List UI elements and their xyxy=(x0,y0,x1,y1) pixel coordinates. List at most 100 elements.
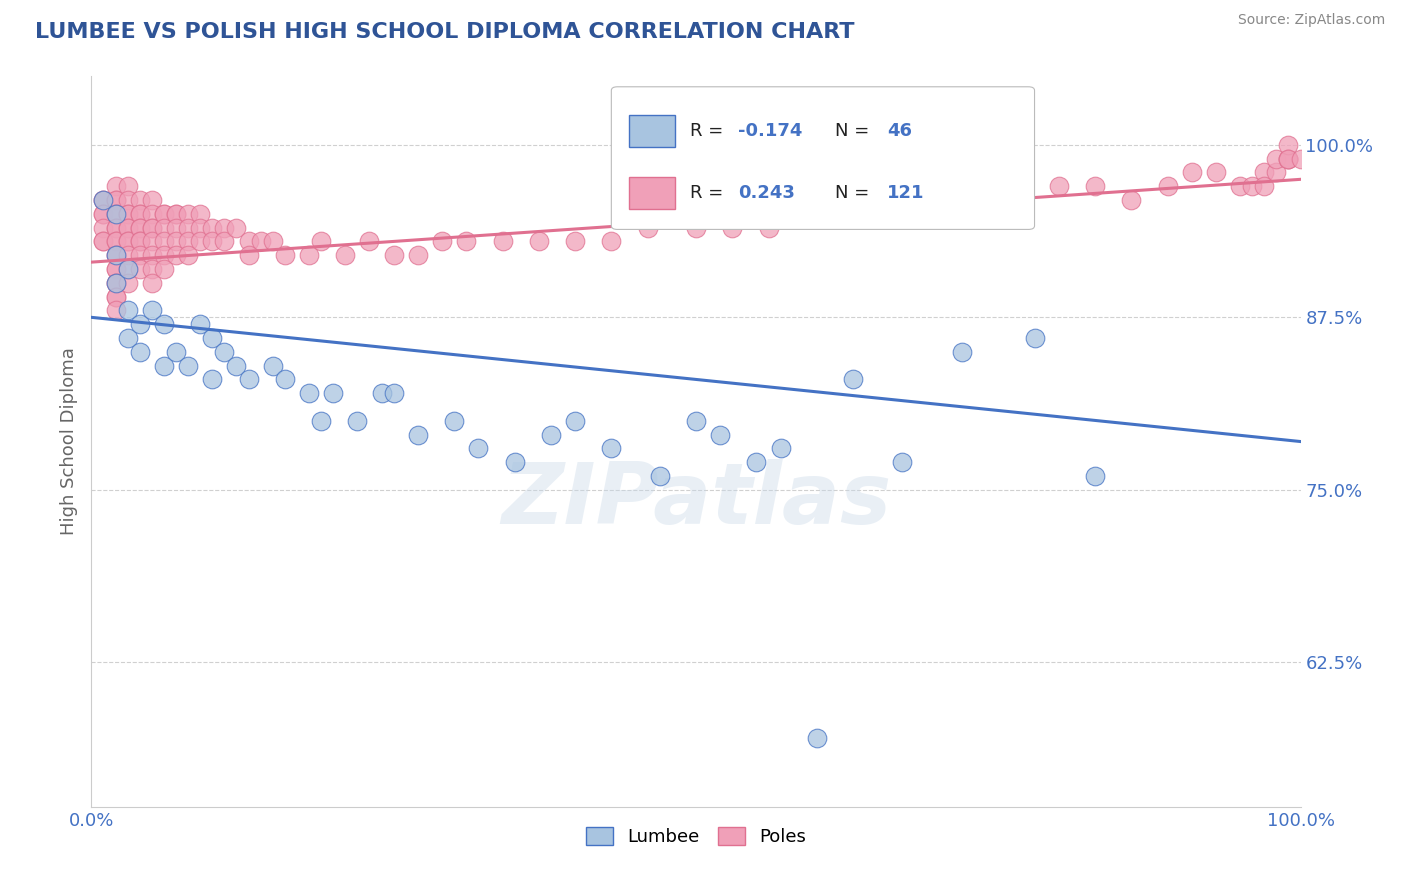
Point xyxy=(128,220,150,235)
Point xyxy=(1253,165,1275,179)
Bar xyxy=(630,177,675,209)
Point xyxy=(974,207,997,221)
Point xyxy=(141,235,163,249)
Point xyxy=(117,193,139,207)
Point xyxy=(1181,165,1204,179)
Text: N =: N = xyxy=(835,184,875,202)
Point xyxy=(93,235,115,249)
Point xyxy=(769,442,792,456)
Point xyxy=(104,235,127,249)
Point xyxy=(104,262,127,277)
Text: ZIPatlas: ZIPatlas xyxy=(501,458,891,541)
Point xyxy=(903,207,925,221)
Point xyxy=(359,235,381,249)
Point xyxy=(1205,165,1227,179)
Point xyxy=(890,455,912,469)
Point xyxy=(201,235,224,249)
Point xyxy=(274,372,297,386)
Point xyxy=(117,303,139,318)
Point xyxy=(153,220,176,235)
Point xyxy=(117,235,139,249)
Point xyxy=(104,262,127,277)
Point xyxy=(214,220,236,235)
Point xyxy=(225,220,247,235)
Point xyxy=(117,235,139,249)
Point xyxy=(1265,152,1288,166)
Text: 121: 121 xyxy=(887,184,925,202)
Point xyxy=(201,220,224,235)
Point xyxy=(262,235,284,249)
Point xyxy=(1241,179,1264,194)
FancyBboxPatch shape xyxy=(612,87,1035,229)
Point xyxy=(214,235,236,249)
Point xyxy=(322,386,344,401)
Point xyxy=(1277,137,1299,152)
Text: 46: 46 xyxy=(887,121,912,140)
Point xyxy=(298,386,321,401)
Point xyxy=(141,220,163,235)
Point xyxy=(104,235,127,249)
Point xyxy=(104,276,127,290)
Point xyxy=(117,262,139,277)
Point xyxy=(600,442,623,456)
Point xyxy=(153,262,176,277)
Point xyxy=(141,248,163,262)
Point xyxy=(104,193,127,207)
Point xyxy=(1229,179,1251,194)
Point xyxy=(141,207,163,221)
Point xyxy=(382,248,405,262)
Point xyxy=(370,386,392,401)
Point xyxy=(309,235,332,249)
Point xyxy=(685,414,707,428)
Point xyxy=(274,248,297,262)
Point xyxy=(177,359,200,373)
Point xyxy=(141,220,163,235)
Point xyxy=(93,207,115,221)
Point xyxy=(564,414,586,428)
Point xyxy=(104,248,127,262)
Point xyxy=(165,220,187,235)
Point xyxy=(128,344,150,359)
Point xyxy=(153,317,176,331)
Point xyxy=(117,207,139,221)
Point xyxy=(117,220,139,235)
Point xyxy=(950,344,973,359)
Point xyxy=(225,359,247,373)
Point xyxy=(141,262,163,277)
Point xyxy=(939,193,962,207)
Text: R =: R = xyxy=(690,184,728,202)
Point xyxy=(540,427,562,442)
Point xyxy=(141,303,163,318)
Point xyxy=(177,207,200,221)
Point xyxy=(153,248,176,262)
Point xyxy=(721,220,744,235)
Point xyxy=(128,262,150,277)
Point xyxy=(491,235,513,249)
Point xyxy=(188,207,211,221)
Bar xyxy=(630,114,675,147)
Point xyxy=(564,235,586,249)
Point xyxy=(104,207,127,221)
Point xyxy=(406,427,429,442)
Point xyxy=(262,359,284,373)
Point xyxy=(1084,179,1107,194)
Point xyxy=(117,179,139,194)
Point xyxy=(637,220,659,235)
Point xyxy=(93,220,115,235)
Point xyxy=(709,427,731,442)
Legend: Lumbee, Poles: Lumbee, Poles xyxy=(579,819,813,853)
Point xyxy=(128,235,150,249)
Point xyxy=(104,248,127,262)
Point xyxy=(866,207,889,221)
Point xyxy=(104,179,127,194)
Point xyxy=(188,235,211,249)
Point xyxy=(1289,152,1312,166)
Y-axis label: High School Diploma: High School Diploma xyxy=(59,348,77,535)
Point xyxy=(165,207,187,221)
Point xyxy=(104,193,127,207)
Point xyxy=(93,193,115,207)
Point xyxy=(117,207,139,221)
Point xyxy=(128,317,150,331)
Point xyxy=(128,248,150,262)
Point xyxy=(382,386,405,401)
